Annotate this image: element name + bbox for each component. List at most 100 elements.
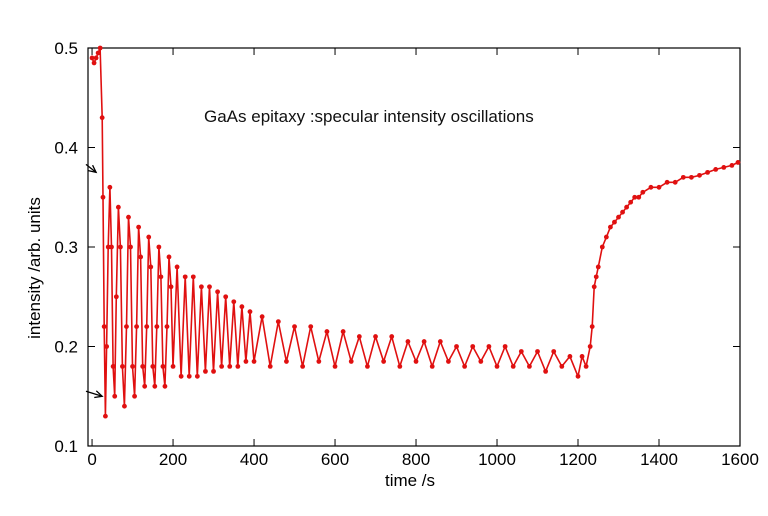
data-point <box>527 364 532 369</box>
y-tick-label: 0.1 <box>54 437 78 456</box>
data-point <box>231 299 237 305</box>
data-point <box>93 55 99 61</box>
data-point <box>575 373 581 379</box>
data-point <box>223 294 229 300</box>
data-point <box>198 284 204 290</box>
x-tick-label: 200 <box>159 450 187 469</box>
data-point <box>502 344 508 349</box>
x-tick-label: 0 <box>87 450 96 469</box>
data-point <box>174 264 180 270</box>
data-point <box>697 172 702 178</box>
data-point <box>211 368 216 374</box>
data-point <box>620 209 625 215</box>
data-point <box>478 359 484 364</box>
arrow-shaft <box>85 163 97 173</box>
data-point <box>437 339 443 344</box>
data-point <box>136 224 142 230</box>
data-point <box>559 364 565 369</box>
y-tick-label: 0.2 <box>54 338 78 357</box>
arrow-head <box>94 390 104 399</box>
x-tick-label: 1400 <box>640 450 678 469</box>
data-point <box>243 359 249 364</box>
data-point <box>190 274 196 280</box>
data-point <box>113 294 119 300</box>
x-tick-label: 800 <box>402 450 430 469</box>
y-tick-label: 0.4 <box>54 139 78 158</box>
data-point <box>446 359 451 364</box>
data-point <box>535 349 540 354</box>
data-point <box>101 324 107 329</box>
annotation-text: GaAs epitaxy :specular intensity oscilla… <box>204 107 534 126</box>
data-point <box>109 244 114 250</box>
series-layer <box>89 45 741 419</box>
data-point <box>239 304 245 310</box>
data-point <box>324 329 330 334</box>
data-point <box>462 364 468 369</box>
data-point <box>186 373 192 379</box>
data-point <box>640 189 646 195</box>
data-point <box>178 373 184 379</box>
data-point <box>593 274 599 280</box>
data-point <box>648 184 654 190</box>
data-point <box>110 364 116 369</box>
data-point <box>138 254 144 260</box>
data-point <box>599 244 605 250</box>
data-point <box>120 364 125 369</box>
data-point <box>122 403 127 409</box>
data-point <box>616 214 621 220</box>
data-point <box>470 344 476 349</box>
data-point <box>636 194 642 200</box>
data-point <box>112 393 118 399</box>
data-point <box>91 60 97 66</box>
data-point <box>656 184 662 190</box>
data-point <box>146 234 152 240</box>
data-point <box>97 45 103 51</box>
data-point <box>340 329 346 334</box>
data-point <box>124 324 129 329</box>
data-point <box>103 413 108 419</box>
x-tick-label: 600 <box>321 450 349 469</box>
data-point <box>194 373 200 379</box>
data-point <box>219 364 225 369</box>
data-point <box>148 264 154 270</box>
y-tick-label: 0.5 <box>54 39 78 58</box>
data-point <box>729 163 735 168</box>
data-point <box>134 324 139 329</box>
data-point <box>373 334 378 339</box>
data-point <box>107 184 113 190</box>
data-point <box>166 254 172 260</box>
data-point <box>158 274 164 280</box>
data-point <box>397 364 403 369</box>
data-point <box>267 364 273 369</box>
data-point <box>164 324 170 329</box>
data-point <box>672 179 678 185</box>
x-tick-label: 1000 <box>478 450 516 469</box>
data-point <box>587 344 593 349</box>
data-point <box>259 314 265 320</box>
data-point <box>332 364 338 369</box>
data-point <box>567 354 573 359</box>
data-point <box>735 160 741 165</box>
data-point <box>316 359 322 364</box>
data-point <box>132 393 137 399</box>
data-point <box>126 214 131 220</box>
data-point <box>518 349 524 354</box>
data-point <box>429 364 435 369</box>
data-point <box>162 383 168 389</box>
data-point <box>713 166 719 172</box>
data-point <box>115 204 121 210</box>
data-point <box>591 284 597 290</box>
data-point <box>510 364 516 369</box>
series-line <box>91 47 739 417</box>
tick-group: 0 200 400 600 800 1000 1200 1400 1600 0.1 0.2 0.3 0.… <box>54 39 759 469</box>
data-point <box>235 364 241 369</box>
data-point <box>207 284 212 290</box>
data-point <box>308 324 314 329</box>
data-point <box>152 383 158 389</box>
data-point <box>170 364 176 369</box>
x-tick-label: 1200 <box>559 450 597 469</box>
data-point <box>612 219 617 225</box>
data-point <box>583 364 589 369</box>
data-point <box>595 264 601 270</box>
